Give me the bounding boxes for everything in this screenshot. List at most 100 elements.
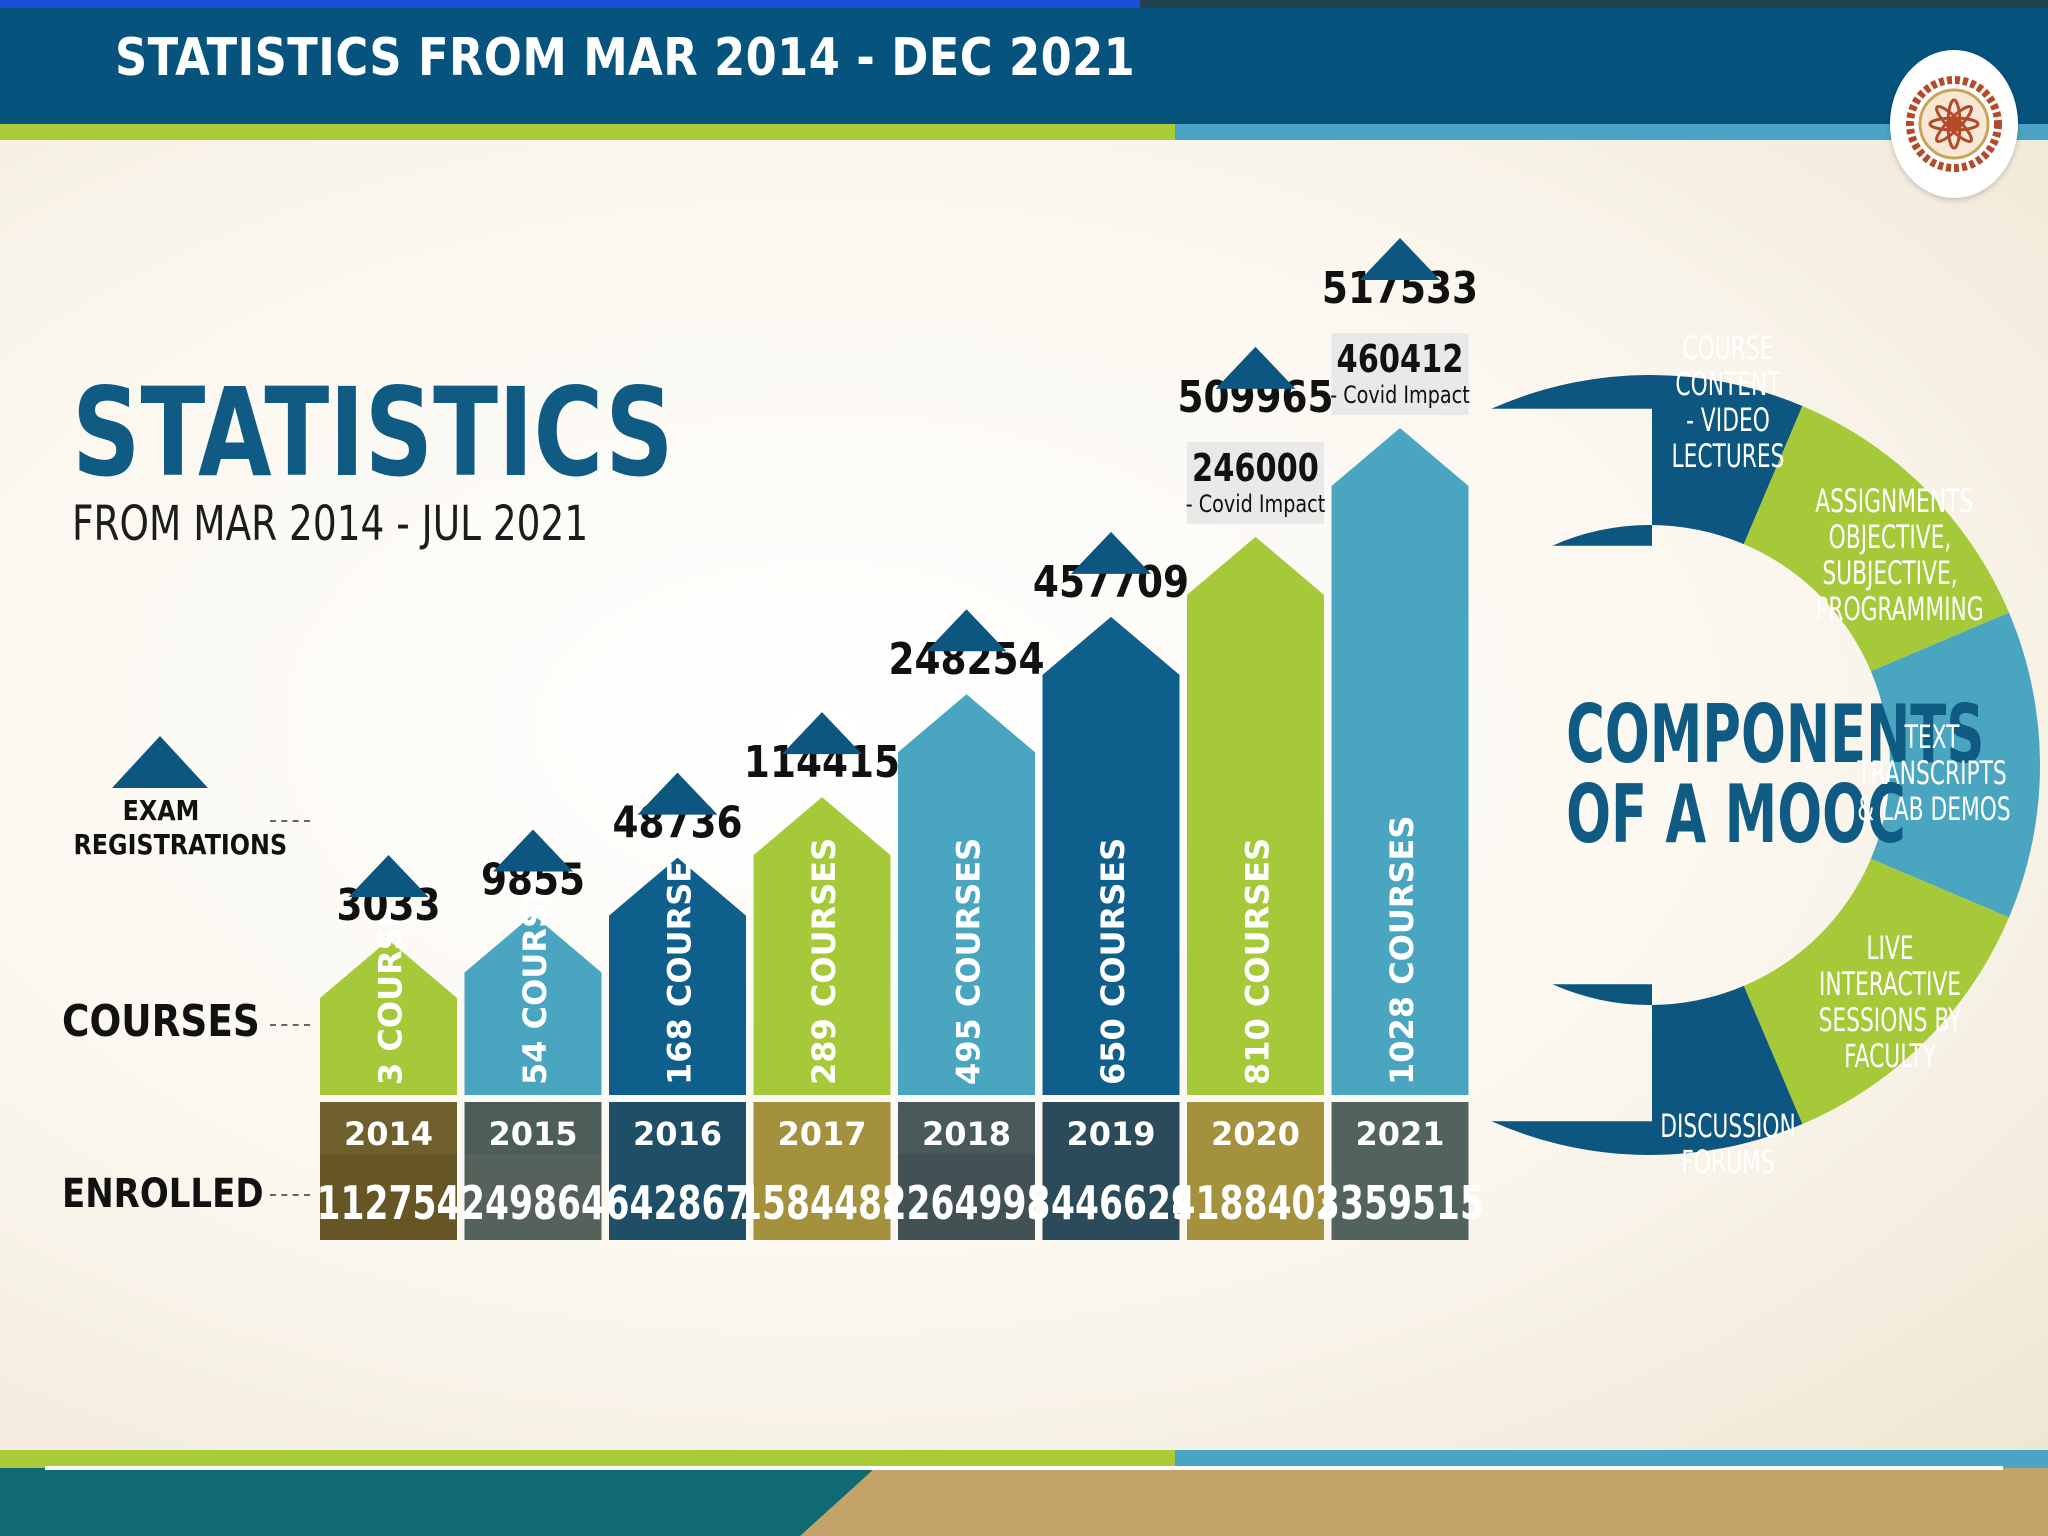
- mooc-segment-label-line: LECTURES: [1671, 437, 1785, 476]
- mooc-segment-4: [1743, 858, 2009, 1124]
- mooc-segment-label-line: DISCUSSION: [1660, 1107, 1796, 1145]
- year-label: 2021: [1355, 1115, 1444, 1153]
- mooc-segment-label-line: FORUMS: [1681, 1143, 1775, 1182]
- mooc-segment-label-line: SESSIONS BY: [1818, 1001, 1962, 1040]
- mooc-segment-label: COURSE CONTENT - VIDEO LECTURES: [1653, 330, 1803, 475]
- mooc-segment-label-line: LIVE: [1866, 929, 1914, 967]
- row-label-enrolled: ENROLLED: [62, 1171, 264, 1217]
- mooc-segment-label: DISCUSSION FORUMS: [1653, 1108, 1803, 1180]
- dashed-leader: [270, 820, 310, 822]
- institute-logo: [1890, 50, 2018, 198]
- covid-impact-note: - Covid Impact: [1186, 491, 1325, 519]
- enrolled-value: 4188402: [1172, 1176, 1340, 1230]
- year-label: 2019: [1066, 1115, 1155, 1153]
- course-count-label: 650 COURSES: [1094, 838, 1132, 1085]
- covid-impact-box: [1187, 441, 1324, 524]
- row-label-courses: COURSES: [62, 996, 260, 1047]
- header-top-line: [0, 0, 1140, 8]
- mooc-title: COMPONENTS OF A MOOC: [1566, 688, 1985, 861]
- year-label: 2017: [777, 1115, 866, 1153]
- chart-title: STATISTICS: [72, 362, 674, 504]
- mooc-segment-label-line: ASSIGNMENTS: [1815, 482, 1974, 520]
- footer-band-gold: [800, 1468, 2048, 1536]
- year-cell: [1331, 1102, 1469, 1154]
- exam-marker-triangle: [348, 855, 429, 897]
- legend-triangle: [112, 736, 208, 788]
- accent-band-green: [0, 124, 1175, 140]
- enrolled-value: 112754: [317, 1176, 461, 1230]
- mooc-segment-label-line: SUBJECTIVE,: [1822, 554, 1958, 593]
- chart-subtitle: FROM MAR 2014 - JUL 2021: [72, 496, 589, 552]
- exam-marker-triangle: [637, 772, 718, 815]
- enrolled-cell: [609, 1154, 746, 1240]
- mooc-segment-label: LIVE INTERACTIVE SESSIONS BY FACULTY: [1815, 930, 1965, 1075]
- exam-marker-triangle: [1360, 238, 1440, 280]
- mooc-segment-label-line: COURSE: [1682, 329, 1774, 367]
- exam-marker-triangle: [493, 829, 573, 872]
- course-count-label: 54 COURSES: [516, 860, 554, 1085]
- bar-2019: [1042, 616, 1180, 1095]
- accent-band-blue: [1175, 124, 2048, 140]
- enrolled-cell: [1331, 1154, 1469, 1240]
- bar-2021: [1331, 428, 1469, 1095]
- mooc-segment-2: [1743, 406, 2009, 672]
- footer-rule: [45, 1466, 2003, 1470]
- enrolled-value: 3359515: [1316, 1176, 1484, 1230]
- exam-marker-triangle: [1215, 346, 1296, 389]
- year-cell: [753, 1102, 891, 1154]
- enrolled-value: 642867: [606, 1176, 750, 1230]
- mooc-segment-label: ASSIGNMENTS OBJECTIVE, SUBJECTIVE, PROGRAMM…: [1815, 482, 1984, 629]
- mooc-segment-3: [1870, 612, 2041, 918]
- enrolled-cell: [320, 1154, 457, 1240]
- mooc-title-line-2: OF A MOOC: [1566, 768, 1906, 861]
- mooc-segment-label-line: & LAB DEMOS: [1857, 790, 2011, 829]
- exam-marker-triangle: [782, 712, 862, 755]
- mooc-title-line-1: COMPONENTS: [1566, 688, 1985, 781]
- year-cell: [1042, 1102, 1180, 1154]
- bar-2015: [464, 914, 602, 1095]
- dashed-leader: [270, 1024, 310, 1026]
- enrolled-cell: [464, 1154, 602, 1240]
- mooc-segment-label-line: CONTENT: [1675, 365, 1781, 404]
- mooc-segment-label-line: OBJECTIVE,: [1828, 518, 1952, 557]
- enrolled-value: 2264998: [883, 1176, 1051, 1230]
- year-label: 2016: [633, 1115, 722, 1153]
- course-count-label: 168 COURSES: [661, 838, 699, 1085]
- enrolled-value: 3446629: [1027, 1176, 1195, 1230]
- covid-impact-value: 460412: [1337, 338, 1464, 382]
- mooc-segment-label: TEXT TRANSCRIPTS & LAB DEMOS: [1857, 718, 2011, 829]
- accent-band-blue-bottom: [1175, 1450, 2048, 1468]
- mooc-segment-label-line: TRANSCRIPTS: [1857, 754, 2007, 793]
- course-count-label: 810 COURSES: [1239, 838, 1277, 1085]
- covid-impact-note: - Covid Impact: [1330, 382, 1469, 410]
- page-title: STATISTICS FROM MAR 2014 - DEC 2021: [115, 28, 1136, 88]
- year-cell: [1187, 1102, 1324, 1154]
- exam-marker-triangle: [1071, 531, 1151, 574]
- year-cell: [898, 1102, 1035, 1154]
- course-count-label: 1028 COURSES: [1383, 816, 1421, 1085]
- mooc-segment-label-line: TEXT: [1904, 718, 1960, 756]
- course-count-label: 3 COURSES: [372, 882, 410, 1085]
- bar-2020: [1187, 536, 1324, 1095]
- covid-impact-box: [1331, 333, 1469, 415]
- bar-2018: [898, 694, 1035, 1095]
- enrolled-cell: [1042, 1154, 1180, 1240]
- dashed-leader: [270, 1194, 310, 1196]
- enrolled-value: 249864: [461, 1176, 605, 1230]
- enrolled-cell: [1187, 1154, 1324, 1240]
- enrolled-cell: [753, 1154, 891, 1240]
- mooc-segment-label-line: FACULTY: [1844, 1037, 1936, 1076]
- year-cell: [609, 1102, 746, 1154]
- header-bar: [0, 0, 2048, 124]
- year-cell: [320, 1102, 457, 1154]
- year-label: 2020: [1211, 1115, 1300, 1153]
- course-count-label: 289 COURSES: [805, 838, 843, 1085]
- enrolled-value: 1584488: [738, 1176, 906, 1230]
- mooc-segment-label-line: PROGRAMMING: [1815, 590, 1984, 629]
- mooc-segment-1: [1491, 374, 1803, 546]
- bar-2014: [320, 940, 457, 1095]
- mooc-segment-label-line: INTERACTIVE: [1818, 965, 1962, 1004]
- mooc-segment-5: [1491, 984, 1803, 1156]
- year-label: 2014: [344, 1115, 433, 1153]
- mooc-segment-label-line: - VIDEO: [1686, 401, 1770, 440]
